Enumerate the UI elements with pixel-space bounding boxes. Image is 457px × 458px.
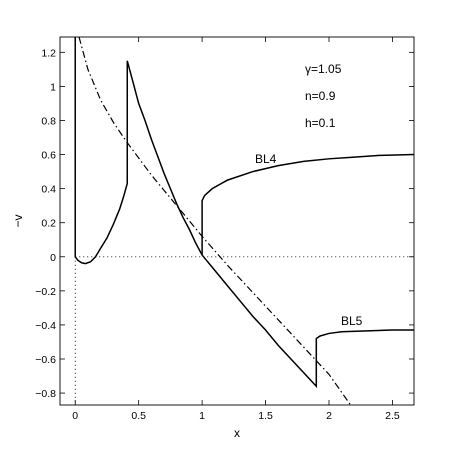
- y-tick-label: −0.8: [35, 388, 56, 400]
- y-tick-label: 0.8: [41, 115, 56, 127]
- x-tick-label: 2.5: [385, 410, 400, 422]
- gamma-annotation: γ=1.05: [305, 62, 342, 76]
- plot-frame: [59, 36, 415, 406]
- series-layer: [74, 37, 414, 405]
- y-tick-label: 0: [50, 252, 56, 264]
- x-tick-label: 0: [72, 410, 78, 422]
- x-tick-label: 2: [326, 410, 332, 422]
- y-tick-label: 0.4: [41, 184, 56, 196]
- y-tick-label: 1.2: [41, 47, 56, 59]
- y-axis-label: −v: [11, 214, 25, 227]
- y-tick-label: −0.6: [35, 354, 56, 366]
- x-tick-label: 1: [199, 410, 205, 422]
- tick-layer: 0 0.5 1 1.5 2 2.5 1.2 1 0.8 0.6 0.4 0.2 0 −0.2 −0.4 −0.…: [35, 37, 414, 422]
- series-line-solid-1: [201, 153, 414, 256]
- y-tick-label: 1: [50, 81, 56, 93]
- h-annotation: h=0.1: [305, 116, 336, 130]
- series-line-solid-0: [74, 37, 203, 265]
- bl4-label: BL4: [255, 152, 277, 166]
- x-axis-label: x: [234, 426, 240, 440]
- series-line-solid-2: [201, 254, 414, 389]
- bl5-label: BL5: [341, 314, 363, 328]
- series-line-dashdot: [78, 37, 352, 405]
- x-tick-label: 0.5: [131, 410, 146, 422]
- n-annotation: n=0.9: [305, 89, 336, 103]
- y-tick-label: 0.2: [41, 218, 56, 230]
- y-tick-label: 0.6: [41, 150, 56, 162]
- x-tick-label: 1.5: [258, 410, 273, 422]
- y-tick-label: −0.4: [35, 320, 56, 332]
- y-tick-label: −0.2: [35, 286, 56, 298]
